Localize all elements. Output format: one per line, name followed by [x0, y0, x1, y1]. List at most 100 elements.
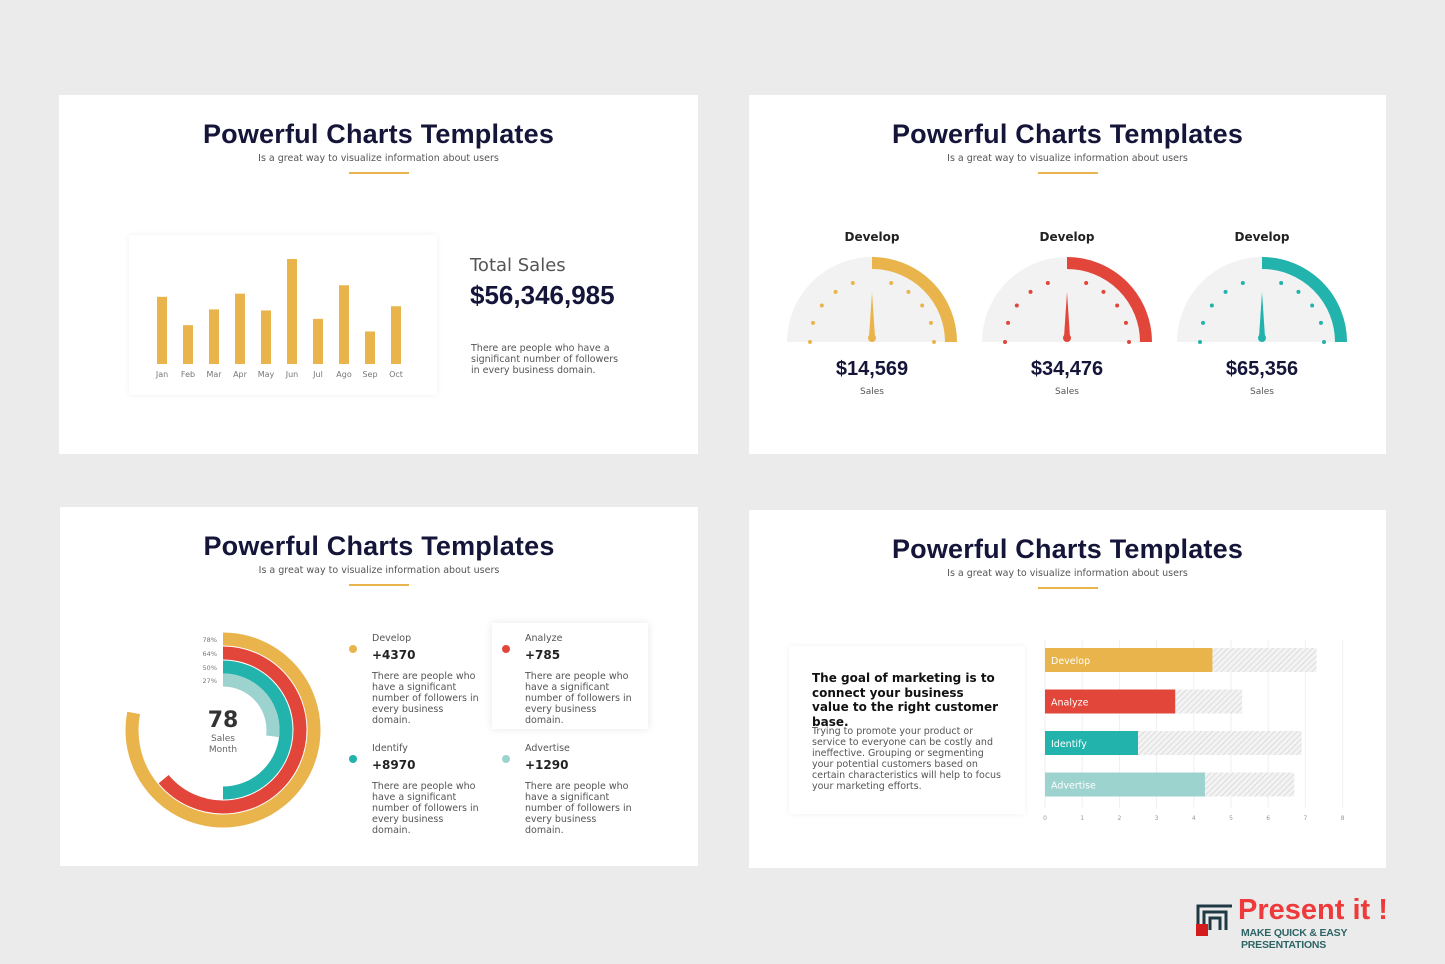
gauge-dial — [787, 257, 957, 344]
center-line1: Sales — [211, 734, 235, 744]
bar — [339, 285, 349, 364]
legend-dot-icon — [349, 645, 357, 653]
gauge-needle — [869, 292, 875, 337]
gauge-tick-dot — [819, 303, 824, 308]
bar — [365, 331, 375, 364]
x-tick-label: 5 — [1229, 815, 1233, 822]
legend-dot-icon — [502, 645, 510, 653]
gauge-tick-dot — [928, 320, 933, 325]
gauge-value: $65,356 — [1225, 358, 1299, 380]
page-title: Powerful Charts Templates — [891, 534, 1244, 564]
gauge-tick-dot — [906, 289, 911, 294]
gauge-tick-dot — [1318, 320, 1323, 325]
legend-name: Identify — [372, 743, 408, 754]
gauge-tick-dot — [1223, 289, 1228, 294]
gauge-tick-dot — [1123, 320, 1128, 325]
bar-value — [1045, 731, 1138, 755]
gauge-tick-dot — [1101, 289, 1106, 294]
gauge-tick-dot — [932, 340, 936, 344]
bar-chart: Jan Feb Mar Apr May Jun Jul Ago Sep Oct — [155, 259, 403, 379]
center-value: 78 — [208, 708, 239, 733]
gauge-tick-dot — [1209, 303, 1214, 308]
radial-bar — [125, 632, 321, 828]
radial-label: 78% — [203, 636, 217, 644]
legend-desc: There are people who have a significant … — [372, 781, 479, 836]
gauge-tick-dot — [833, 289, 838, 294]
gauge-needle — [1064, 292, 1070, 337]
legend-dot-icon — [502, 755, 510, 763]
x-tick-label: Oct — [389, 370, 403, 379]
gauge-fill-arc — [1066, 257, 1152, 343]
legend-dot-icon — [349, 755, 357, 763]
title-underline — [349, 584, 409, 586]
radial-bar — [222, 660, 293, 800]
x-tick-label: 3 — [1155, 815, 1159, 822]
x-tick-label: May — [258, 370, 275, 379]
x-tick-label: 7 — [1303, 815, 1307, 822]
bar-label: Identify — [1051, 739, 1087, 750]
bar — [235, 293, 245, 364]
bar-label: Analyze — [1051, 698, 1089, 709]
bar — [287, 259, 297, 364]
bar-value — [1045, 689, 1176, 714]
gauge-tick-dot — [811, 320, 816, 325]
gauge: Develop $65,356 Sales — [1167, 225, 1357, 405]
bar — [391, 306, 401, 364]
bar — [261, 310, 271, 364]
gauge: Develop $34,476 Sales — [972, 225, 1162, 405]
gauge-tick-dot — [1127, 340, 1131, 344]
x-tick-label: 0 — [1043, 815, 1047, 822]
gauge-tick-dot — [889, 281, 894, 286]
title-underline — [348, 172, 409, 174]
radial-bar — [222, 673, 280, 738]
page-title: Powerful Charts Templates — [202, 119, 555, 149]
title-underline — [1037, 587, 1098, 589]
x-tick-label: Jun — [285, 370, 299, 379]
gauge-tick-dot — [808, 340, 812, 344]
radial-label: 50% — [203, 664, 217, 672]
legend-desc: There are people who have a significant … — [525, 671, 632, 726]
legend-value: +785 — [525, 648, 561, 662]
gauge-label: Develop — [844, 230, 900, 244]
legend-name: Advertise — [525, 743, 570, 754]
bar — [183, 325, 193, 364]
logo-name: Present it ! — [1238, 894, 1388, 926]
gauge-value: $34,476 — [1030, 358, 1104, 380]
marketing-body: Trying to promote your product or servic… — [812, 726, 1002, 792]
x-tick-label: Apr — [233, 370, 248, 379]
total-sales-label: Total Sales — [470, 255, 566, 276]
gauge-value: $14,569 — [835, 358, 909, 380]
page-subtitle: Is a great way to visualize information … — [258, 565, 500, 576]
gauge-needle — [1259, 292, 1265, 337]
gauge-dial — [1177, 257, 1347, 344]
page-title: Powerful Charts Templates — [203, 531, 555, 561]
panel-gauges: Powerful Charts Templates Is a great way… — [749, 95, 1386, 454]
gauge-tick-dot — [1084, 281, 1089, 286]
x-tick-label: 6 — [1266, 815, 1270, 822]
gauge-label: Develop — [1234, 230, 1290, 244]
page-title: Powerful Charts Templates — [891, 119, 1244, 149]
bar-label: Develop — [1051, 656, 1090, 667]
gauge-tick-dot — [1045, 281, 1050, 286]
gauge-tick-dot — [1279, 281, 1284, 286]
gauge-tick-dot — [1322, 340, 1326, 344]
bar-value — [1045, 648, 1213, 672]
present-it-logo: Present it ! MAKE QUICK & EASY PRESENTAT… — [1194, 894, 1429, 951]
x-tick-label: Jul — [312, 370, 323, 379]
x-tick-label: Sep — [362, 370, 377, 379]
gauge-caption: Sales — [1055, 387, 1079, 397]
gauge-pivot — [868, 334, 876, 342]
gauge-tick-dot — [1240, 281, 1245, 286]
x-tick-label: 2 — [1117, 815, 1121, 822]
x-tick-label: Jan — [155, 370, 168, 379]
marketing-card: The goal of marketing is to connect your… — [789, 646, 1025, 814]
legend-value: +8970 — [372, 758, 416, 772]
x-tick-label: Mar — [206, 370, 222, 379]
title-underline — [1037, 172, 1098, 174]
legend-desc: There are people who have a significant … — [372, 671, 479, 726]
total-sales-desc: There are people who have a significant … — [471, 343, 619, 376]
panel-horizontal-bars: Powerful Charts Templates Is a great way… — [749, 510, 1386, 868]
total-sales-value: $56,346,985 — [470, 280, 615, 310]
radial-label: 64% — [203, 650, 217, 658]
